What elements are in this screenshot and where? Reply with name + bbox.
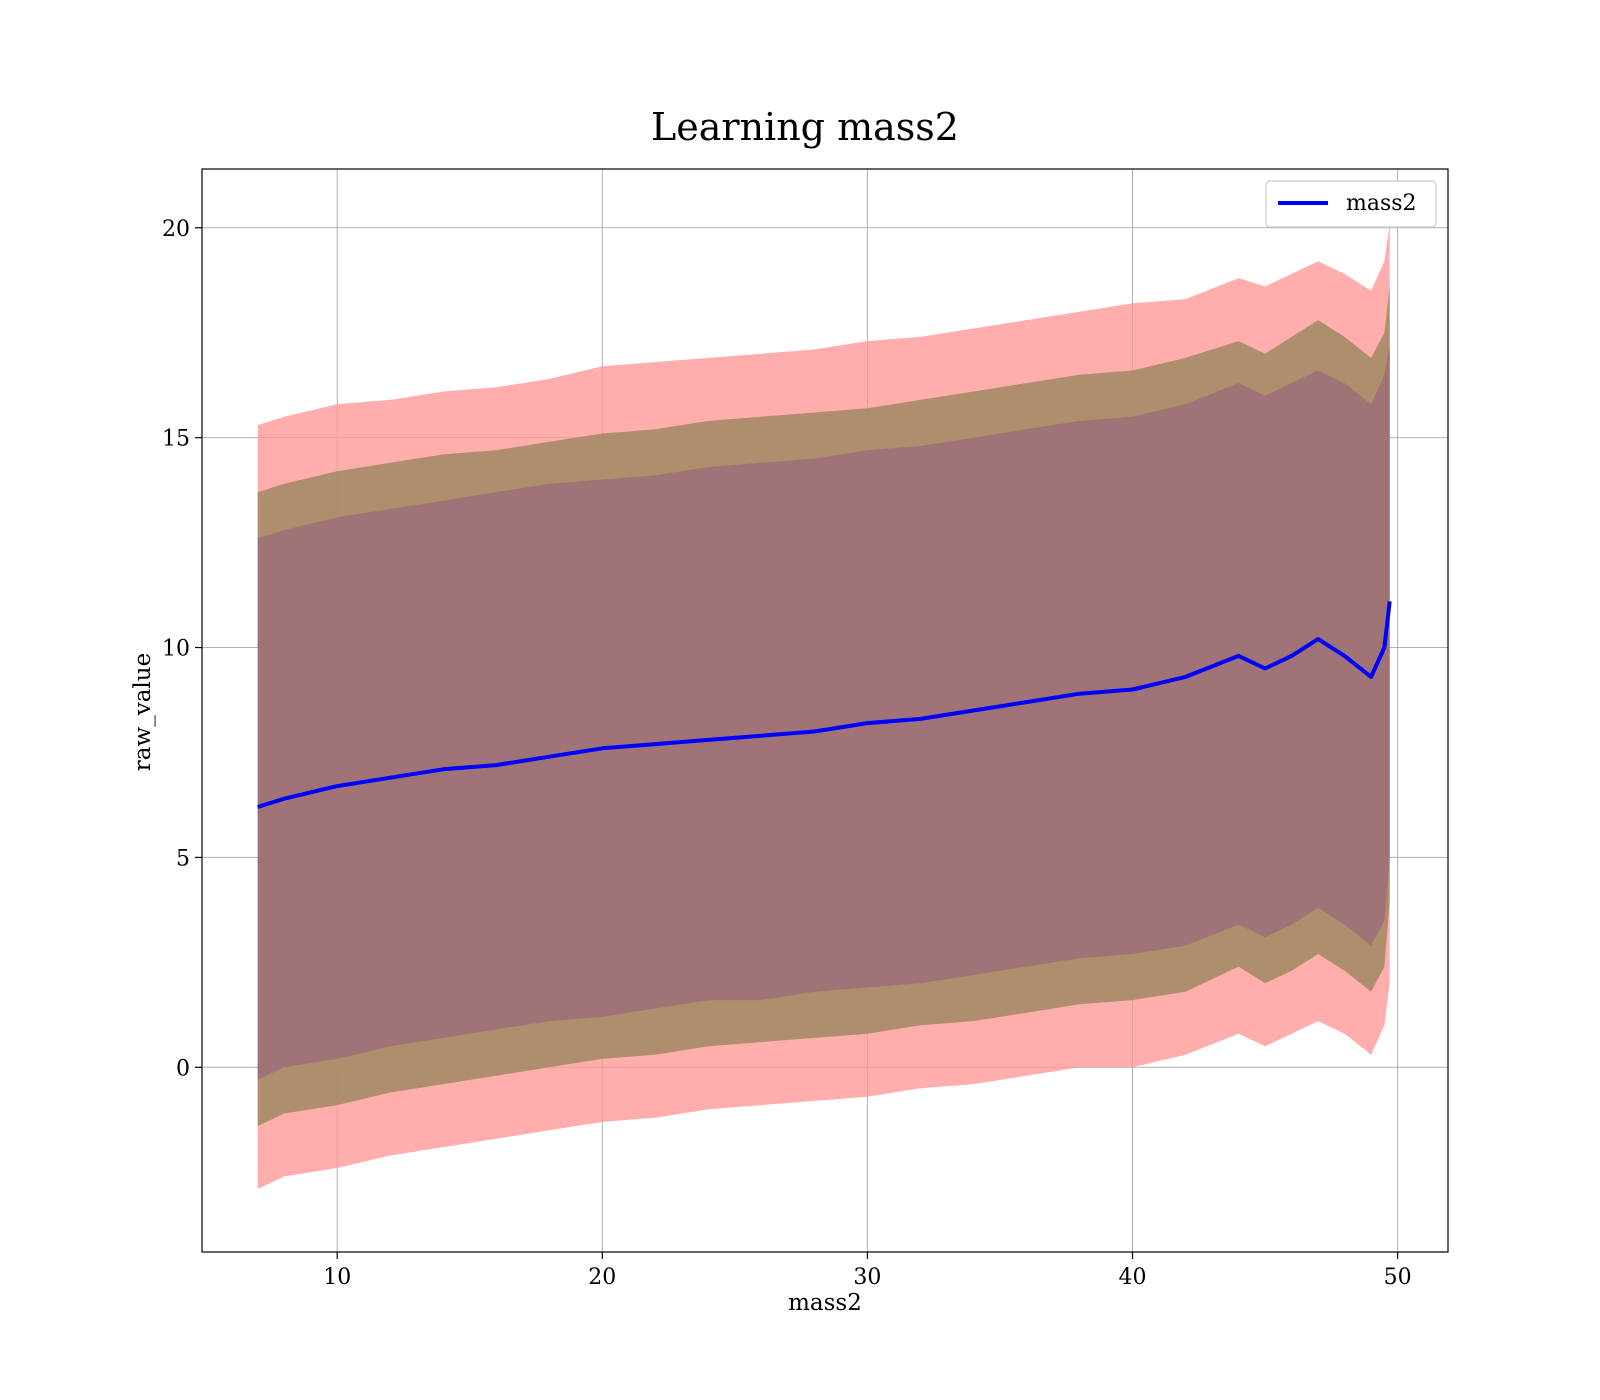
x-tick-label: 20 [588,1265,616,1290]
y-axis-label: raw_value [130,653,156,771]
legend-box [1265,180,1437,228]
legend: mass2 [1265,180,1437,228]
x-axis-label: mass2 [788,1290,862,1316]
x-axis: 10 20 30 40 50 [323,1252,1412,1290]
series-lines [257,601,1392,809]
x-tick-label: 10 [323,1265,351,1290]
y-tick-label: 10 [162,637,190,662]
y-tick-label: 20 [162,217,190,242]
y-tick-label: 15 [162,427,190,452]
y-tick-label: 0 [176,1056,190,1081]
x-tick-label: 40 [1119,1265,1147,1290]
y-tick-label: 5 [176,846,190,871]
legend-entry-mass2: mass2 [1346,191,1417,216]
series-line-mass2 [257,601,1392,809]
y-axis: 0 5 10 15 20 [162,217,202,1081]
x-tick-label: 50 [1384,1265,1412,1290]
chart-title: Learning mass2 [651,105,959,149]
plot-frame [201,168,1449,1253]
plot-area [201,168,1449,1253]
x-tick-label: 30 [853,1265,881,1290]
uncertainty-bands [257,223,1390,1190]
band-inner [257,345,1390,1080]
